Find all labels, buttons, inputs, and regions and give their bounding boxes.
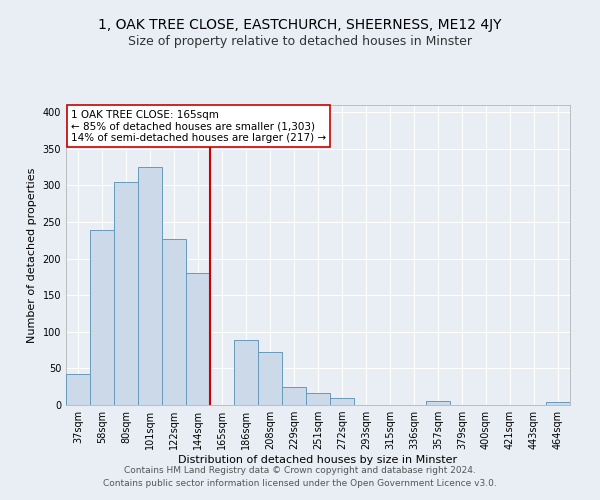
Bar	[282, 386, 306, 405]
Bar	[306, 394, 330, 405]
Bar	[426, 402, 450, 405]
Bar	[138, 167, 162, 405]
Bar	[114, 182, 138, 405]
Text: Contains HM Land Registry data © Crown copyright and database right 2024.
Contai: Contains HM Land Registry data © Crown c…	[103, 466, 497, 487]
Bar	[90, 230, 114, 405]
Bar	[162, 239, 186, 405]
X-axis label: Distribution of detached houses by size in Minster: Distribution of detached houses by size …	[178, 455, 458, 465]
Bar	[234, 340, 258, 405]
Text: Size of property relative to detached houses in Minster: Size of property relative to detached ho…	[128, 35, 472, 48]
Y-axis label: Number of detached properties: Number of detached properties	[27, 168, 37, 342]
Bar	[330, 398, 354, 405]
Text: 1, OAK TREE CLOSE, EASTCHURCH, SHEERNESS, ME12 4JY: 1, OAK TREE CLOSE, EASTCHURCH, SHEERNESS…	[98, 18, 502, 32]
Bar	[186, 274, 210, 405]
Bar	[66, 374, 90, 405]
Bar	[546, 402, 570, 405]
Text: 1 OAK TREE CLOSE: 165sqm
← 85% of detached houses are smaller (1,303)
14% of sem: 1 OAK TREE CLOSE: 165sqm ← 85% of detach…	[71, 110, 326, 142]
Bar	[258, 352, 282, 405]
